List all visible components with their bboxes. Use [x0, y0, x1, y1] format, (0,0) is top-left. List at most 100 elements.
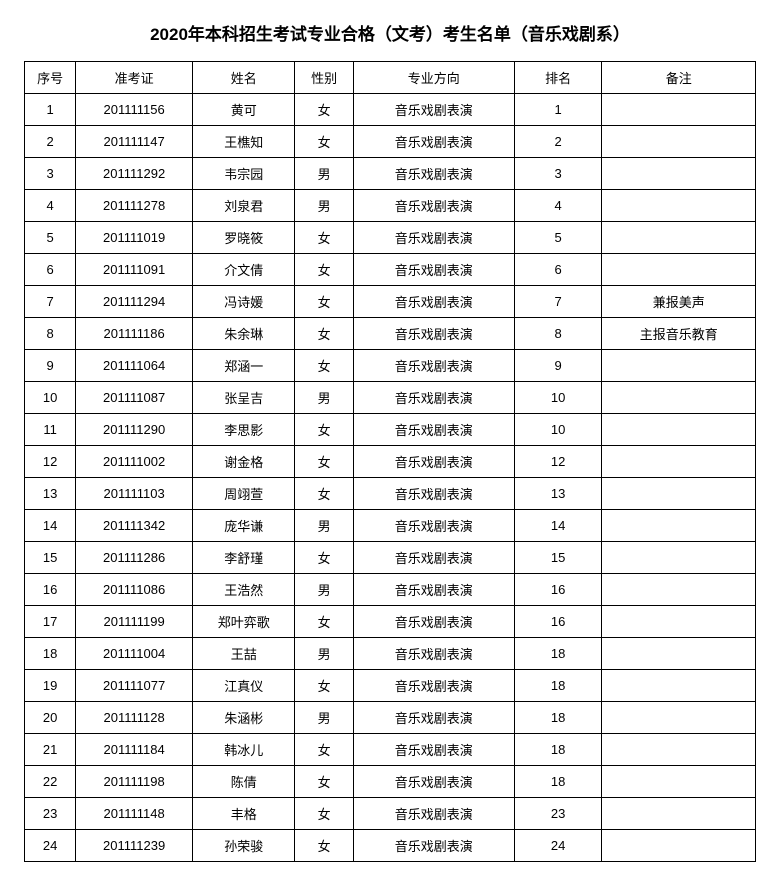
table-cell [602, 542, 756, 574]
table-cell: 12 [25, 446, 76, 478]
table-cell: 2 [25, 126, 76, 158]
table-cell: 201111087 [76, 382, 193, 414]
table-cell: 音乐戏剧表演 [353, 94, 514, 126]
table-cell: 18 [514, 638, 602, 670]
table-cell: 女 [295, 126, 353, 158]
table-cell: 朱涵彬 [193, 702, 295, 734]
table-cell: 音乐戏剧表演 [353, 190, 514, 222]
table-row: 13201111103周翊萱女音乐戏剧表演13 [25, 478, 756, 510]
table-cell: 6 [25, 254, 76, 286]
table-cell [602, 414, 756, 446]
table-cell: 女 [295, 798, 353, 830]
table-row: 16201111086王浩然男音乐戏剧表演16 [25, 574, 756, 606]
table-cell: 王樵知 [193, 126, 295, 158]
table-cell [602, 798, 756, 830]
col-header: 专业方向 [353, 62, 514, 94]
table-cell [602, 478, 756, 510]
table-cell: 201111064 [76, 350, 193, 382]
table-cell: 5 [514, 222, 602, 254]
table-cell [602, 222, 756, 254]
table-cell: 201111290 [76, 414, 193, 446]
table-cell [602, 446, 756, 478]
table-cell: 音乐戏剧表演 [353, 542, 514, 574]
table-cell: 张呈吉 [193, 382, 295, 414]
table-cell: 201111186 [76, 318, 193, 350]
table-cell: 男 [295, 190, 353, 222]
table-row: 5201111019罗晓筱女音乐戏剧表演5 [25, 222, 756, 254]
table-row: 7201111294冯诗媛女音乐戏剧表演7兼报美声 [25, 286, 756, 318]
table-cell: 18 [514, 766, 602, 798]
table-cell: 8 [514, 318, 602, 350]
table-cell: 24 [25, 830, 76, 862]
table-cell: 201111286 [76, 542, 193, 574]
table-cell: 介文倩 [193, 254, 295, 286]
table-cell: 4 [514, 190, 602, 222]
table-cell: 201111002 [76, 446, 193, 478]
table-cell [602, 158, 756, 190]
table-cell: 201111077 [76, 670, 193, 702]
table-cell: 音乐戏剧表演 [353, 318, 514, 350]
table-cell [602, 350, 756, 382]
table-row: 1201111156黄可女音乐戏剧表演1 [25, 94, 756, 126]
table-cell: 20 [25, 702, 76, 734]
table-cell: 9 [25, 350, 76, 382]
table-cell: 郑涵一 [193, 350, 295, 382]
table-cell: 201111342 [76, 510, 193, 542]
table-cell: 15 [514, 542, 602, 574]
col-header: 排名 [514, 62, 602, 94]
table-cell [602, 190, 756, 222]
table-cell: 音乐戏剧表演 [353, 382, 514, 414]
table-row: 14201111342庞华谦男音乐戏剧表演14 [25, 510, 756, 542]
table-cell: 16 [25, 574, 76, 606]
table-cell: 女 [295, 254, 353, 286]
table-cell: 11 [25, 414, 76, 446]
table-cell: 朱余琳 [193, 318, 295, 350]
table-cell: 音乐戏剧表演 [353, 830, 514, 862]
table-cell: 8 [25, 318, 76, 350]
table-cell: 19 [25, 670, 76, 702]
table-row: 4201111278刘泉君男音乐戏剧表演4 [25, 190, 756, 222]
table-cell: 黄可 [193, 94, 295, 126]
table-cell: 10 [514, 414, 602, 446]
table-cell: 音乐戏剧表演 [353, 222, 514, 254]
table-row: 15201111286李舒瑾女音乐戏剧表演15 [25, 542, 756, 574]
col-header: 准考证 [76, 62, 193, 94]
table-cell: 女 [295, 446, 353, 478]
table-cell: 201111199 [76, 606, 193, 638]
table-cell [602, 606, 756, 638]
table-cell: 1 [514, 94, 602, 126]
table-cell: 2 [514, 126, 602, 158]
table-cell: 王喆 [193, 638, 295, 670]
table-cell: 6 [514, 254, 602, 286]
table-cell [602, 702, 756, 734]
table-cell [602, 254, 756, 286]
table-cell [602, 638, 756, 670]
table-cell: 刘泉君 [193, 190, 295, 222]
table-cell: 18 [514, 734, 602, 766]
table-cell: 23 [514, 798, 602, 830]
table-cell: 女 [295, 414, 353, 446]
col-header: 姓名 [193, 62, 295, 94]
table-cell: 音乐戏剧表演 [353, 478, 514, 510]
table-cell [602, 510, 756, 542]
table-cell: 女 [295, 318, 353, 350]
table-cell [602, 382, 756, 414]
table-cell: 冯诗媛 [193, 286, 295, 318]
candidates-table: 序号准考证姓名性别专业方向排名备注 1201111156黄可女音乐戏剧表演12 2… [24, 61, 756, 862]
table-cell: 郑叶弈歌 [193, 606, 295, 638]
table-cell: 13 [514, 478, 602, 510]
table-cell: 17 [25, 606, 76, 638]
table-cell [602, 830, 756, 862]
table-cell: 周翊萱 [193, 478, 295, 510]
table-cell: 谢金格 [193, 446, 295, 478]
table-cell: 201111184 [76, 734, 193, 766]
table-head: 序号准考证姓名性别专业方向排名备注 [25, 62, 756, 94]
table-row: 2201111147王樵知女音乐戏剧表演2 [25, 126, 756, 158]
table-cell [602, 766, 756, 798]
table-cell [602, 670, 756, 702]
table-cell: 3 [514, 158, 602, 190]
table-cell: 12 [514, 446, 602, 478]
table-cell: 音乐戏剧表演 [353, 638, 514, 670]
table-cell: 音乐戏剧表演 [353, 670, 514, 702]
table-cell: 兼报美声 [602, 286, 756, 318]
